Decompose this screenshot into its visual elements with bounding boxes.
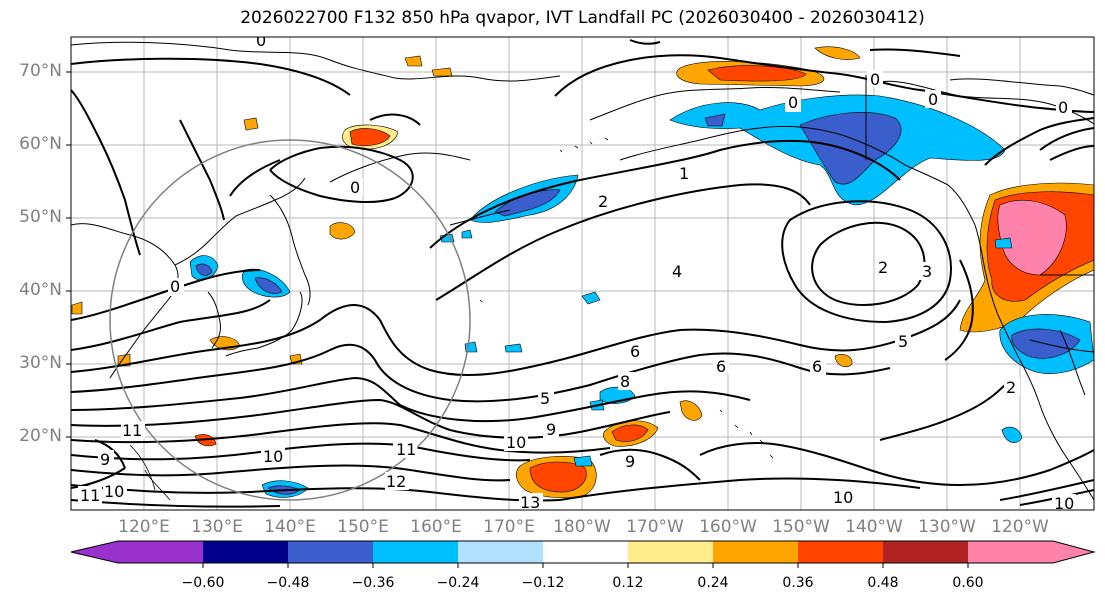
contour-label: 4	[672, 262, 682, 281]
contour-label: 10	[506, 433, 526, 452]
colorbar-tick: 0.48	[867, 575, 899, 591]
contour-label: 6	[812, 357, 822, 376]
lon-label-140e: 140°E	[264, 517, 316, 537]
lat-label-50n: 50°N	[19, 207, 62, 227]
lon-label-170w: 170°W	[626, 517, 684, 537]
colorbar-tick: 0.36	[782, 575, 814, 591]
ivt-contours	[71, 39, 1094, 508]
contour-label: 9	[546, 420, 556, 439]
map-frame	[70, 36, 1095, 511]
islands	[129, 137, 774, 501]
contour-label: 0	[1058, 98, 1068, 117]
lon-label-160e: 160°E	[410, 517, 462, 537]
contour-label: 2	[598, 192, 608, 211]
contour-label: 8	[620, 372, 630, 391]
contour-label: 11	[122, 421, 142, 440]
lon-label-130w: 130°W	[918, 517, 976, 537]
colorbar-tick: 0.60	[952, 575, 984, 591]
contour-label: 1	[679, 164, 689, 183]
lon-label-150e: 150°E	[337, 517, 389, 537]
colorbar-extend-low	[71, 541, 118, 563]
contour-label: 10	[833, 488, 853, 507]
lat-label-20n: 20°N	[19, 426, 62, 446]
contour-label: 5	[898, 332, 908, 351]
lon-label-130e: 130°E	[191, 517, 243, 537]
lon-label-170e: 170°E	[483, 517, 535, 537]
contour-label: 5	[540, 389, 550, 408]
colorbar-tick: −0.48	[266, 575, 310, 591]
lon-label-120e: 120°E	[118, 517, 170, 537]
contour-label: 9	[100, 450, 110, 469]
lon-label-140w: 140°W	[845, 517, 903, 537]
colorbar	[70, 540, 1096, 568]
lat-label-70n: 70°N	[19, 61, 62, 81]
lat-label-30n: 30°N	[19, 353, 62, 373]
colorbar-tick: 0.12	[612, 575, 644, 591]
contour-label: 11	[396, 440, 416, 459]
map-title: 2026022700 F132 850 hPa qvapor, IVT Land…	[240, 8, 925, 28]
contour-label: 13	[520, 493, 540, 512]
colorbar-tick: 0.24	[697, 575, 729, 591]
contour-label: 0	[870, 70, 880, 89]
contour-label: 2	[878, 258, 888, 277]
contour-label: 6	[630, 342, 640, 361]
colorbar-tick: −0.36	[351, 575, 395, 591]
contour-label: 10	[263, 447, 283, 466]
colorbar-tick: −0.24	[436, 575, 480, 591]
contour-label: 0	[170, 277, 180, 296]
contour-label: 12	[386, 472, 406, 491]
lat-label-60n: 60°N	[19, 134, 62, 154]
contour-label: 10	[104, 482, 124, 501]
contour-labels: 0 0 0 0 0 0 1 2 2 3 4 5 6 6 6 8 5 9 10 1…	[78, 31, 1076, 513]
lon-label-180w: 180°W	[553, 517, 611, 537]
contour-label: 2	[1006, 378, 1016, 397]
contour-label: 11	[80, 486, 100, 505]
contour-label: 0	[350, 178, 360, 197]
contour-label: 3	[922, 262, 932, 281]
colorbar-tick: −0.12	[521, 575, 565, 591]
contour-label: 9	[625, 452, 635, 471]
colorbar-extend-high	[1053, 541, 1094, 563]
lon-label-120w: 120°W	[991, 517, 1049, 537]
contour-label: 0	[256, 31, 266, 50]
lon-label-160w: 160°W	[699, 517, 757, 537]
contour-label: 0	[928, 90, 938, 109]
contour-label: 6	[716, 357, 726, 376]
colorbar-tick: −0.60	[181, 575, 225, 591]
contour-label: 10	[1054, 494, 1074, 513]
landfall-region-circle	[109, 139, 471, 501]
contour-label: 0	[788, 93, 798, 112]
lat-label-40n: 40°N	[19, 280, 62, 300]
coastlines	[71, 41, 1094, 501]
lon-label-150w: 150°W	[772, 517, 830, 537]
